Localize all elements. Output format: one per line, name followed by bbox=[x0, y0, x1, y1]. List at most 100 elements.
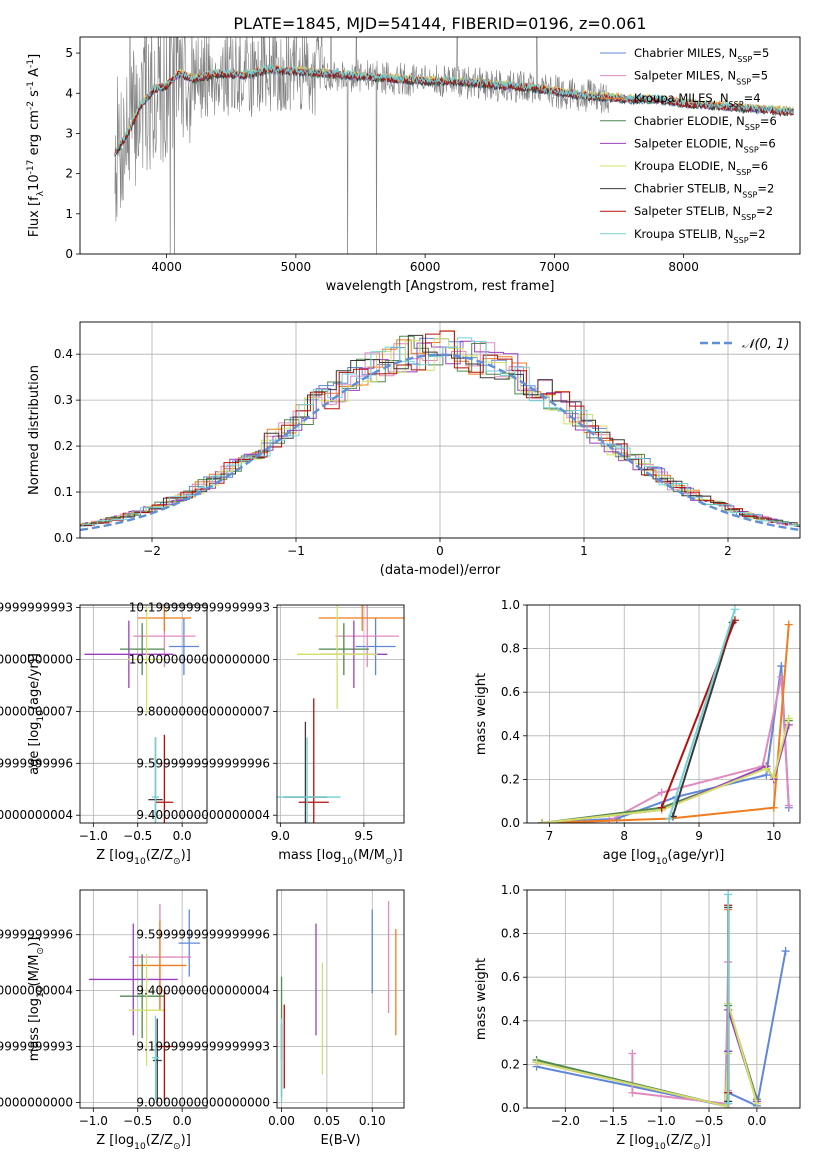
weight-point bbox=[730, 605, 739, 614]
weight-point bbox=[784, 801, 793, 810]
weight-point bbox=[784, 620, 793, 629]
weight-line bbox=[668, 609, 736, 819]
y-tick-label: 1.0 bbox=[501, 598, 520, 612]
y-axis-label: mass weight bbox=[474, 673, 489, 755]
x-tick-label: −1.0 bbox=[647, 1114, 676, 1128]
legend-label: Chabrier ELODIE, NSSP=6 bbox=[634, 114, 777, 132]
histogram-line bbox=[80, 338, 800, 527]
plot-area-weight_vs_age bbox=[537, 605, 793, 823]
x-tick-label: −1.0 bbox=[79, 829, 108, 843]
y-tick-label: 0.0 bbox=[501, 1101, 520, 1115]
y-tick-label: 0.4 bbox=[501, 729, 520, 743]
y-tick-label: 0.2 bbox=[501, 772, 520, 786]
y-tick-label: 0.4 bbox=[501, 1014, 520, 1028]
histogram-line bbox=[80, 334, 800, 527]
y-tick-label: 0.2 bbox=[54, 439, 73, 453]
panel-mass_vs_EBV: 0.00 0.05 0.10 9.0000000000000000 9.19999999… bbox=[136, 889, 405, 1148]
x-axis-label: wavelength [Angstrom, rest frame] bbox=[326, 279, 555, 294]
weight-point bbox=[769, 803, 778, 812]
y-tick-label: 9.5999999999999996 bbox=[136, 928, 270, 942]
plot-area-age_vs_Z bbox=[84, 605, 200, 823]
plot-area-residual_hist bbox=[80, 330, 800, 532]
weight-line bbox=[536, 1009, 758, 1108]
plot-area-mass_vs_Z bbox=[88, 903, 200, 1103]
axes-frame bbox=[276, 604, 405, 824]
axes-frame bbox=[79, 36, 801, 255]
x-axis-label: Z [log10(Z/Z⊙)] bbox=[96, 848, 191, 867]
x-tick-label: 1 bbox=[580, 544, 588, 558]
y-tick-label: 9.4000000000000004 bbox=[136, 808, 270, 822]
y-tick-label: 9.8000000000000007 bbox=[136, 704, 270, 718]
y-tick-label: 9.5999999999999996 bbox=[136, 756, 270, 770]
x-tick-label: 8 bbox=[620, 829, 628, 843]
plot-area-weight_vs_Z bbox=[532, 890, 790, 1108]
y-axis-label: mass weight bbox=[474, 958, 489, 1040]
panel-mass_vs_Z: −1.0 −0.5 0.0 9.0000000000000000 9.199999999… bbox=[0, 889, 208, 1152]
y-tick-label: 0.3 bbox=[54, 393, 73, 407]
grid-weight_vs_age bbox=[527, 604, 800, 824]
y-tick-label: 0.2 bbox=[501, 1057, 520, 1071]
y-axis-label: age [log10(age/yr)] bbox=[27, 653, 46, 775]
x-tick-label: 0.0 bbox=[173, 1114, 192, 1128]
x-tick-label: −2 bbox=[143, 544, 161, 558]
y-tick-label: 0.6 bbox=[501, 970, 520, 984]
x-tick-label: −1.0 bbox=[79, 1114, 108, 1128]
y-tick-label: 9.5999999999999996 bbox=[0, 756, 73, 770]
y-tick-label: 9.1999999999999993 bbox=[136, 1040, 270, 1054]
x-tick-label: 7 bbox=[546, 829, 554, 843]
legend-label: Kroupa MILES, NSSP=4 bbox=[634, 91, 761, 109]
weight-line bbox=[671, 622, 734, 817]
y-tick-label: 0.1 bbox=[54, 485, 73, 499]
weight-point bbox=[657, 788, 666, 797]
legend: 𝒩(0, 1) bbox=[700, 337, 789, 352]
x-tick-label: 7000 bbox=[539, 260, 570, 274]
y-tick-label: 0.4 bbox=[54, 347, 73, 361]
weight-point bbox=[784, 714, 793, 723]
x-tick-label: −0.5 bbox=[123, 1114, 152, 1128]
y-tick-label: 10.1999999999999993 bbox=[0, 601, 73, 615]
axes-frame bbox=[276, 889, 405, 1109]
legend-label: Kroupa STELIB, NSSP=2 bbox=[634, 227, 766, 245]
y-tick-label: 0.8 bbox=[501, 927, 520, 941]
weight-point bbox=[628, 1049, 637, 1058]
x-tick-label: −2.0 bbox=[551, 1114, 580, 1128]
x-tick-label: −1.5 bbox=[599, 1114, 628, 1128]
x-axis-label: Z [log10(Z/Z⊙)] bbox=[96, 1133, 191, 1152]
grid-age_vs_mass bbox=[277, 605, 404, 823]
x-tick-label: 8000 bbox=[668, 260, 699, 274]
weight-point bbox=[628, 1088, 637, 1097]
y-tick-label: 0.6 bbox=[501, 685, 520, 699]
weight-point bbox=[724, 890, 733, 899]
weight-point bbox=[777, 662, 786, 671]
panel-age_vs_mass: 9.0 9.5 9.4000000000000004 9.59999999999999… bbox=[129, 601, 405, 867]
grid-weight_vs_Z bbox=[527, 889, 800, 1109]
weight-point bbox=[724, 1099, 733, 1108]
y-tick-label: 2 bbox=[65, 167, 73, 181]
y-tick-label: 0.0 bbox=[54, 531, 73, 545]
y-tick-label: 10.0000000000000000 bbox=[0, 653, 73, 667]
weight-point bbox=[657, 803, 666, 812]
y-tick-label: 9.4000000000000004 bbox=[0, 984, 73, 998]
legend-label: Salpeter STELIB, NSSP=2 bbox=[634, 204, 773, 222]
y-tick-label: 9.4000000000000004 bbox=[136, 984, 270, 998]
x-tick-label: 0.10 bbox=[359, 1114, 386, 1128]
x-tick-label: 0.0 bbox=[747, 1114, 766, 1128]
x-tick-label: 5000 bbox=[281, 260, 312, 274]
grid-mass_vs_Z bbox=[80, 890, 207, 1108]
histogram-line bbox=[80, 330, 800, 528]
legend-label: Salpeter MILES, NSSP=5 bbox=[634, 69, 768, 87]
x-axis-label: Z [log10(Z/Z⊙)] bbox=[616, 1133, 711, 1152]
x-tick-label: 0.0 bbox=[173, 829, 192, 843]
y-tick-label: 9.0000000000000000 bbox=[0, 1095, 73, 1109]
x-axis-label: mass [log10(M/M⊙)] bbox=[278, 848, 402, 867]
y-tick-label: 3 bbox=[65, 126, 73, 140]
y-tick-label: 9.1999999999999993 bbox=[0, 1040, 73, 1054]
x-tick-label: −0.5 bbox=[694, 1114, 723, 1128]
axes-frame bbox=[79, 321, 801, 539]
x-tick-label: 0.05 bbox=[314, 1114, 341, 1128]
x-tick-label: 0.00 bbox=[268, 1114, 295, 1128]
x-tick-label: 9 bbox=[695, 829, 703, 843]
x-tick-label: −0.5 bbox=[123, 829, 152, 843]
